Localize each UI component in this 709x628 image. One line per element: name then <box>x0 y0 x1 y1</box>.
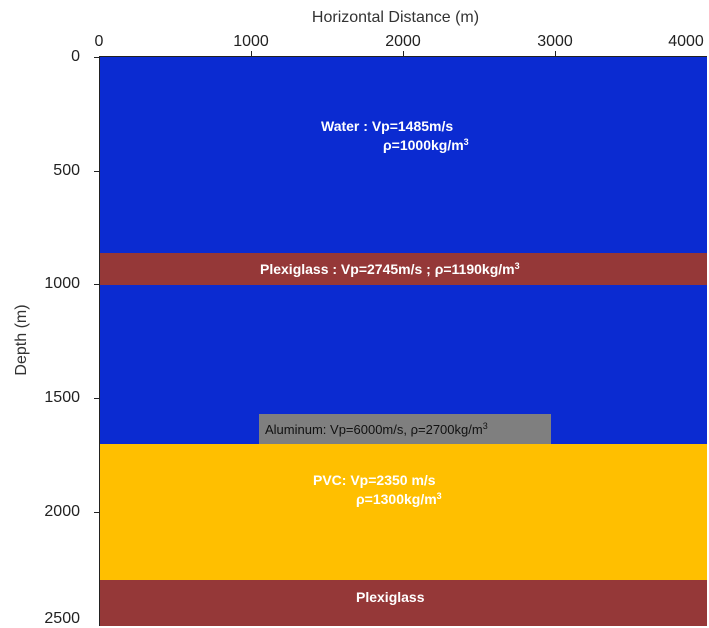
plexiglass-layer-2 <box>100 580 707 626</box>
plexiglass-layer-1 <box>100 252 707 285</box>
y-axis-line <box>99 56 100 626</box>
water-density-text: ρ=1000kg/m <box>383 137 464 153</box>
plexiglass-1-label: Plexiglass : Vp=2745m/s ; ρ=1190kg/m3 <box>260 261 520 277</box>
y-axis-title: Depth (m) <box>13 304 30 376</box>
aluminum-text: Aluminum: Vp=6000m/s, ρ=2700kg/m <box>265 422 483 437</box>
pvc-layer <box>100 443 707 581</box>
plexiglass-1-superscript: 3 <box>514 261 520 271</box>
y-tick-mark <box>94 512 99 513</box>
model-plot: Water : Vp=1485m/s ρ=1000kg/m3 Plexiglas… <box>100 57 707 626</box>
water-density-line: ρ=1000kg/m3 <box>321 137 469 153</box>
y-tick-mark <box>94 171 99 172</box>
pvc-density-line: ρ=1300kg/m3 <box>313 491 442 507</box>
x-tick-label: 4000 <box>668 33 704 50</box>
y-tick-mark <box>94 398 99 399</box>
pvc-density-text: ρ=1300kg/m <box>356 491 437 507</box>
plexiglass-2-label: Plexiglass <box>356 589 425 605</box>
water-label: Water : Vp=1485m/s ρ=1000kg/m3 <box>321 118 469 153</box>
y-tick-label: 0 <box>71 48 80 65</box>
water-vp-text: Water : Vp=1485m/s <box>321 118 454 134</box>
y-tick-label: 1000 <box>44 275 80 292</box>
x-tick-mark <box>251 51 252 56</box>
y-tick-label: 500 <box>53 162 80 179</box>
aluminum-superscript: 3 <box>482 421 488 431</box>
aluminum-label: Aluminum: Vp=6000m/s, ρ=2700kg/m3 <box>265 421 488 437</box>
x-tick-label: 1000 <box>233 33 269 50</box>
water-density-superscript: 3 <box>463 137 469 147</box>
y-tick-mark <box>94 284 99 285</box>
y-tick-label: 1500 <box>44 389 80 406</box>
x-tick-mark <box>555 51 556 56</box>
pvc-density-superscript: 3 <box>436 491 442 501</box>
x-tick-label: 3000 <box>537 33 573 50</box>
y-tick-label: 2500 <box>44 610 80 627</box>
pvc-vp-text: PVC: Vp=2350 m/s <box>313 472 436 488</box>
x-tick-label: 2000 <box>385 33 421 50</box>
plexiglass-1-text: Plexiglass : Vp=2745m/s ; ρ=1190kg/m <box>260 261 515 277</box>
x-axis-line <box>99 56 707 57</box>
x-tick-label: 0 <box>94 33 104 50</box>
x-axis-title: Horizontal Distance (m) <box>311 9 480 26</box>
pvc-label: PVC: Vp=2350 m/s ρ=1300kg/m3 <box>313 472 442 507</box>
x-tick-mark <box>403 51 404 56</box>
y-tick-mark <box>94 57 99 58</box>
y-tick-label: 2000 <box>44 503 80 520</box>
aluminum-block <box>259 414 551 444</box>
water-layer-top <box>100 57 707 253</box>
